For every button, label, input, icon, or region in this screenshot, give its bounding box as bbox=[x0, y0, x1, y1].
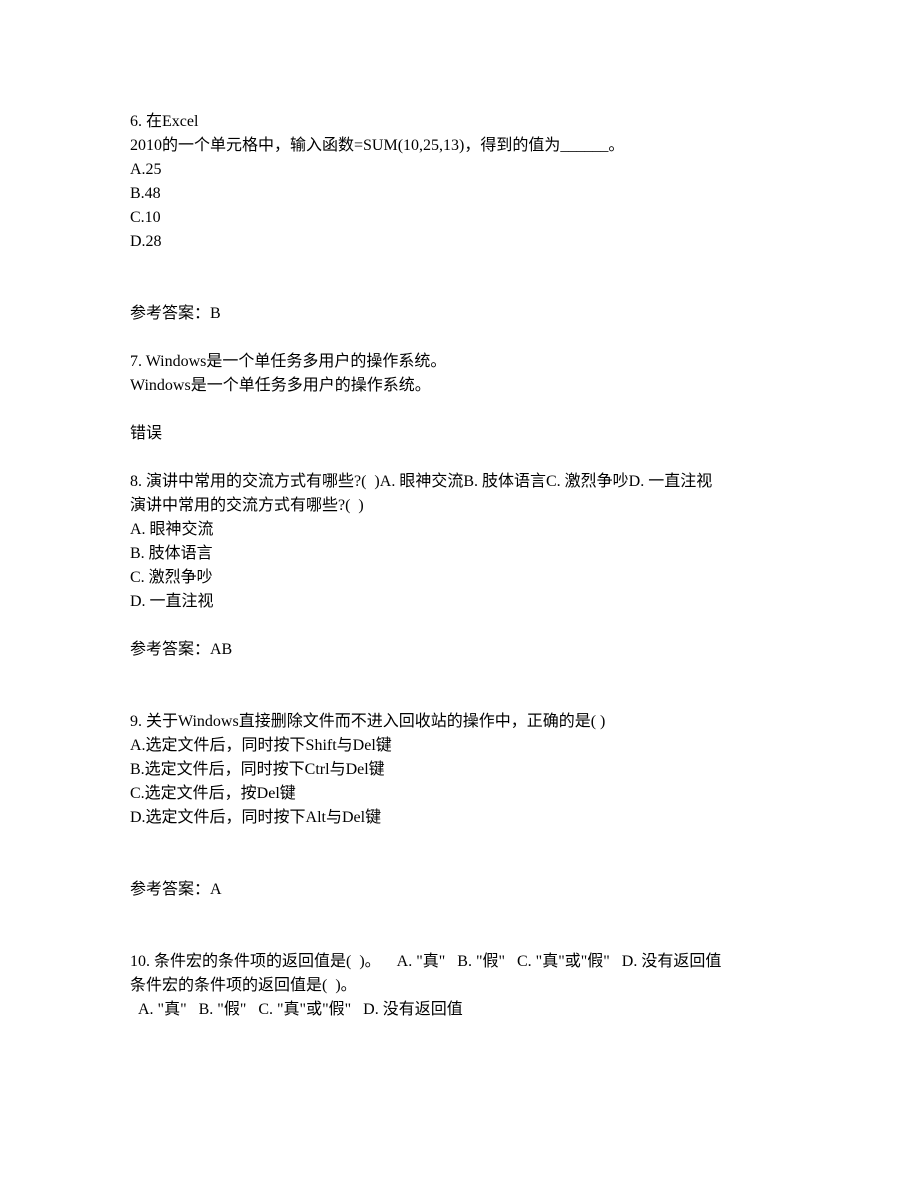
q6-option-c: C.10 bbox=[130, 206, 790, 230]
q8-option-d: D. 一直注视 bbox=[130, 590, 790, 614]
question-6: 6. 在Excel 2010的一个单元格中，输入函数=SUM(10,25,13)… bbox=[130, 110, 790, 326]
q10-stem-line1: 10. 条件宏的条件项的返回值是( )。 A. "真" B. "假" C. "真… bbox=[130, 950, 790, 974]
question-9: 9. 关于Windows直接删除文件而不进入回收站的操作中，正确的是( ) A.… bbox=[130, 710, 790, 902]
q8-option-a: A. 眼神交流 bbox=[130, 518, 790, 542]
q8-option-c: C. 激烈争吵 bbox=[130, 566, 790, 590]
q8-option-b: B. 肢体语言 bbox=[130, 542, 790, 566]
q6-stem-line1: 6. 在Excel bbox=[130, 110, 790, 134]
question-7: 7. Windows是一个单任务多用户的操作系统。 Windows是一个单任务多… bbox=[130, 350, 790, 446]
q6-option-b: B.48 bbox=[130, 182, 790, 206]
q7-stem-line2: Windows是一个单任务多用户的操作系统。 bbox=[130, 374, 790, 398]
q8-stem-line1: 8. 演讲中常用的交流方式有哪些?( )A. 眼神交流B. 肢体语言C. 激烈争… bbox=[130, 470, 790, 494]
q7-answer: 错误 bbox=[130, 422, 790, 446]
q6-stem-line2: 2010的一个单元格中，输入函数=SUM(10,25,13)，得到的值为____… bbox=[130, 134, 790, 158]
q8-stem-line2: 演讲中常用的交流方式有哪些?( ) bbox=[130, 494, 790, 518]
q9-answer: 参考答案：A bbox=[130, 878, 790, 902]
q9-option-b: B.选定文件后，同时按下Ctrl与Del键 bbox=[130, 758, 790, 782]
q9-stem-line1: 9. 关于Windows直接删除文件而不进入回收站的操作中，正确的是( ) bbox=[130, 710, 790, 734]
q10-stem-line2: 条件宏的条件项的返回值是( )。 bbox=[130, 974, 790, 998]
q8-answer: 参考答案：AB bbox=[130, 638, 790, 662]
q7-stem-line1: 7. Windows是一个单任务多用户的操作系统。 bbox=[130, 350, 790, 374]
question-10: 10. 条件宏的条件项的返回值是( )。 A. "真" B. "假" C. "真… bbox=[130, 950, 790, 1022]
q6-option-d: D.28 bbox=[130, 230, 790, 254]
q6-answer: 参考答案：B bbox=[130, 302, 790, 326]
q10-options-line: A. "真" B. "假" C. "真"或"假" D. 没有返回值 bbox=[130, 998, 790, 1022]
q6-option-a: A.25 bbox=[130, 158, 790, 182]
q9-option-d: D.选定文件后，同时按下Alt与Del键 bbox=[130, 806, 790, 830]
q9-option-a: A.选定文件后，同时按下Shift与Del键 bbox=[130, 734, 790, 758]
question-8: 8. 演讲中常用的交流方式有哪些?( )A. 眼神交流B. 肢体语言C. 激烈争… bbox=[130, 470, 790, 662]
q9-option-c: C.选定文件后，按Del键 bbox=[130, 782, 790, 806]
